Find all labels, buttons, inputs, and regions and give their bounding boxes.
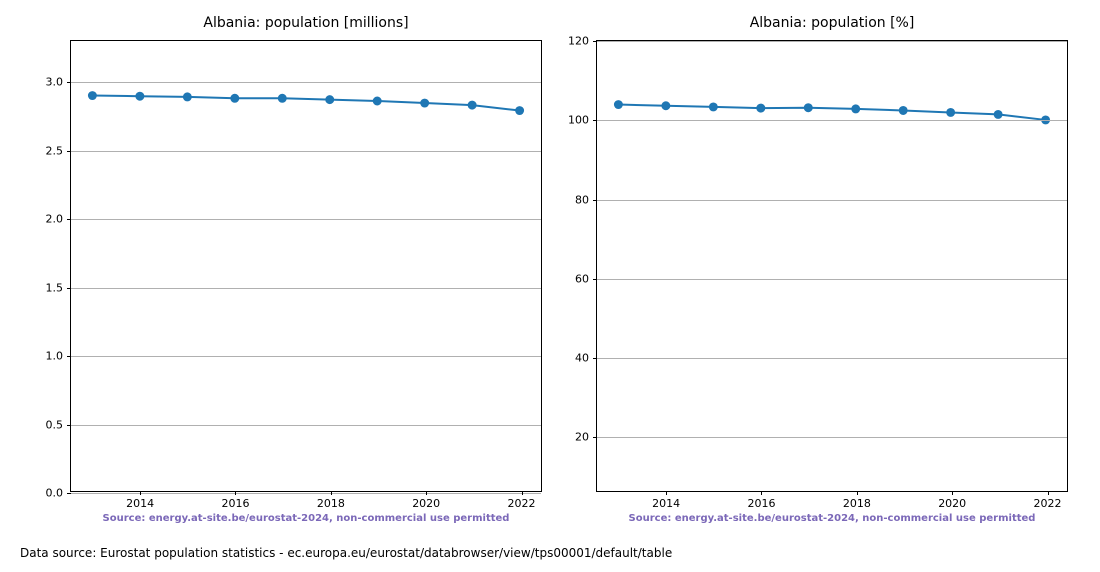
xtick-label: 2020 xyxy=(412,497,440,510)
xtick-label: 2020 xyxy=(938,497,966,510)
xtick-label: 2014 xyxy=(126,497,154,510)
ytick-label: 3.0 xyxy=(46,76,64,89)
series-marker xyxy=(468,101,476,109)
ytick-label: 80 xyxy=(575,193,589,206)
xtick-mark xyxy=(522,491,523,495)
ytick-mark xyxy=(593,358,597,359)
series-marker xyxy=(614,101,622,109)
ytick-label: 60 xyxy=(575,272,589,285)
series-marker xyxy=(136,92,144,100)
series-marker xyxy=(662,102,670,110)
ytick-mark xyxy=(67,425,71,426)
series-marker xyxy=(947,108,955,116)
ytick-mark xyxy=(593,279,597,280)
ytick-label: 40 xyxy=(575,352,589,365)
xtick-label: 2018 xyxy=(843,497,871,510)
ytick-label: 1.0 xyxy=(46,350,64,363)
chart-title-left: Albania: population [millions] xyxy=(71,15,541,31)
ytick-mark xyxy=(67,82,71,83)
ytick-mark xyxy=(67,151,71,152)
chart-panel-right: Albania: population [%] Source: energy.a… xyxy=(596,40,1068,492)
watermark-left: Source: energy.at-site.be/eurostat-2024,… xyxy=(71,513,541,524)
chart-title-right: Albania: population [%] xyxy=(597,15,1067,31)
xtick-label: 2016 xyxy=(221,497,249,510)
ytick-label: 100 xyxy=(568,114,589,127)
ytick-mark xyxy=(67,356,71,357)
series-marker xyxy=(183,93,191,101)
series-marker xyxy=(278,94,286,102)
series-marker xyxy=(88,92,96,100)
series-marker xyxy=(757,104,765,112)
xtick-mark xyxy=(857,491,858,495)
series-marker xyxy=(421,99,429,107)
ytick-label: 1.5 xyxy=(46,281,64,294)
xtick-label: 2016 xyxy=(747,497,775,510)
series-marker xyxy=(516,107,524,115)
ytick-mark xyxy=(67,219,71,220)
ytick-mark xyxy=(593,41,597,42)
series-marker xyxy=(709,103,717,111)
xtick-mark xyxy=(426,491,427,495)
series-marker xyxy=(852,105,860,113)
xtick-mark xyxy=(140,491,141,495)
ytick-label: 120 xyxy=(568,35,589,48)
plot-svg-left xyxy=(71,41,541,491)
ytick-label: 20 xyxy=(575,431,589,444)
ytick-mark xyxy=(593,200,597,201)
series-marker xyxy=(326,96,334,104)
gridline xyxy=(71,493,541,494)
ytick-mark xyxy=(67,288,71,289)
ytick-label: 0.0 xyxy=(46,487,64,500)
ytick-label: 0.5 xyxy=(46,418,64,431)
ytick-mark xyxy=(593,120,597,121)
ytick-label: 2.5 xyxy=(46,144,64,157)
series-marker xyxy=(231,94,239,102)
xtick-label: 2018 xyxy=(317,497,345,510)
xtick-mark xyxy=(952,491,953,495)
figure: Albania: population [millions] Source: e… xyxy=(0,0,1100,572)
series-marker xyxy=(994,110,1002,118)
series-line xyxy=(618,105,1045,120)
chart-panel-left: Albania: population [millions] Source: e… xyxy=(70,40,542,492)
plot-svg-right xyxy=(597,41,1067,491)
series-marker xyxy=(373,97,381,105)
xtick-label: 2022 xyxy=(1034,497,1062,510)
ytick-label: 2.0 xyxy=(46,213,64,226)
xtick-label: 2022 xyxy=(508,497,536,510)
caption: Data source: Eurostat population statist… xyxy=(20,546,672,560)
series-marker xyxy=(1042,116,1050,124)
xtick-label: 2014 xyxy=(652,497,680,510)
xtick-mark xyxy=(235,491,236,495)
watermark-right: Source: energy.at-site.be/eurostat-2024,… xyxy=(597,513,1067,524)
xtick-mark xyxy=(1048,491,1049,495)
series-line xyxy=(92,96,519,111)
series-marker xyxy=(804,104,812,112)
xtick-mark xyxy=(666,491,667,495)
xtick-mark xyxy=(761,491,762,495)
ytick-mark xyxy=(67,493,71,494)
series-marker xyxy=(899,106,907,114)
xtick-mark xyxy=(331,491,332,495)
ytick-mark xyxy=(593,437,597,438)
